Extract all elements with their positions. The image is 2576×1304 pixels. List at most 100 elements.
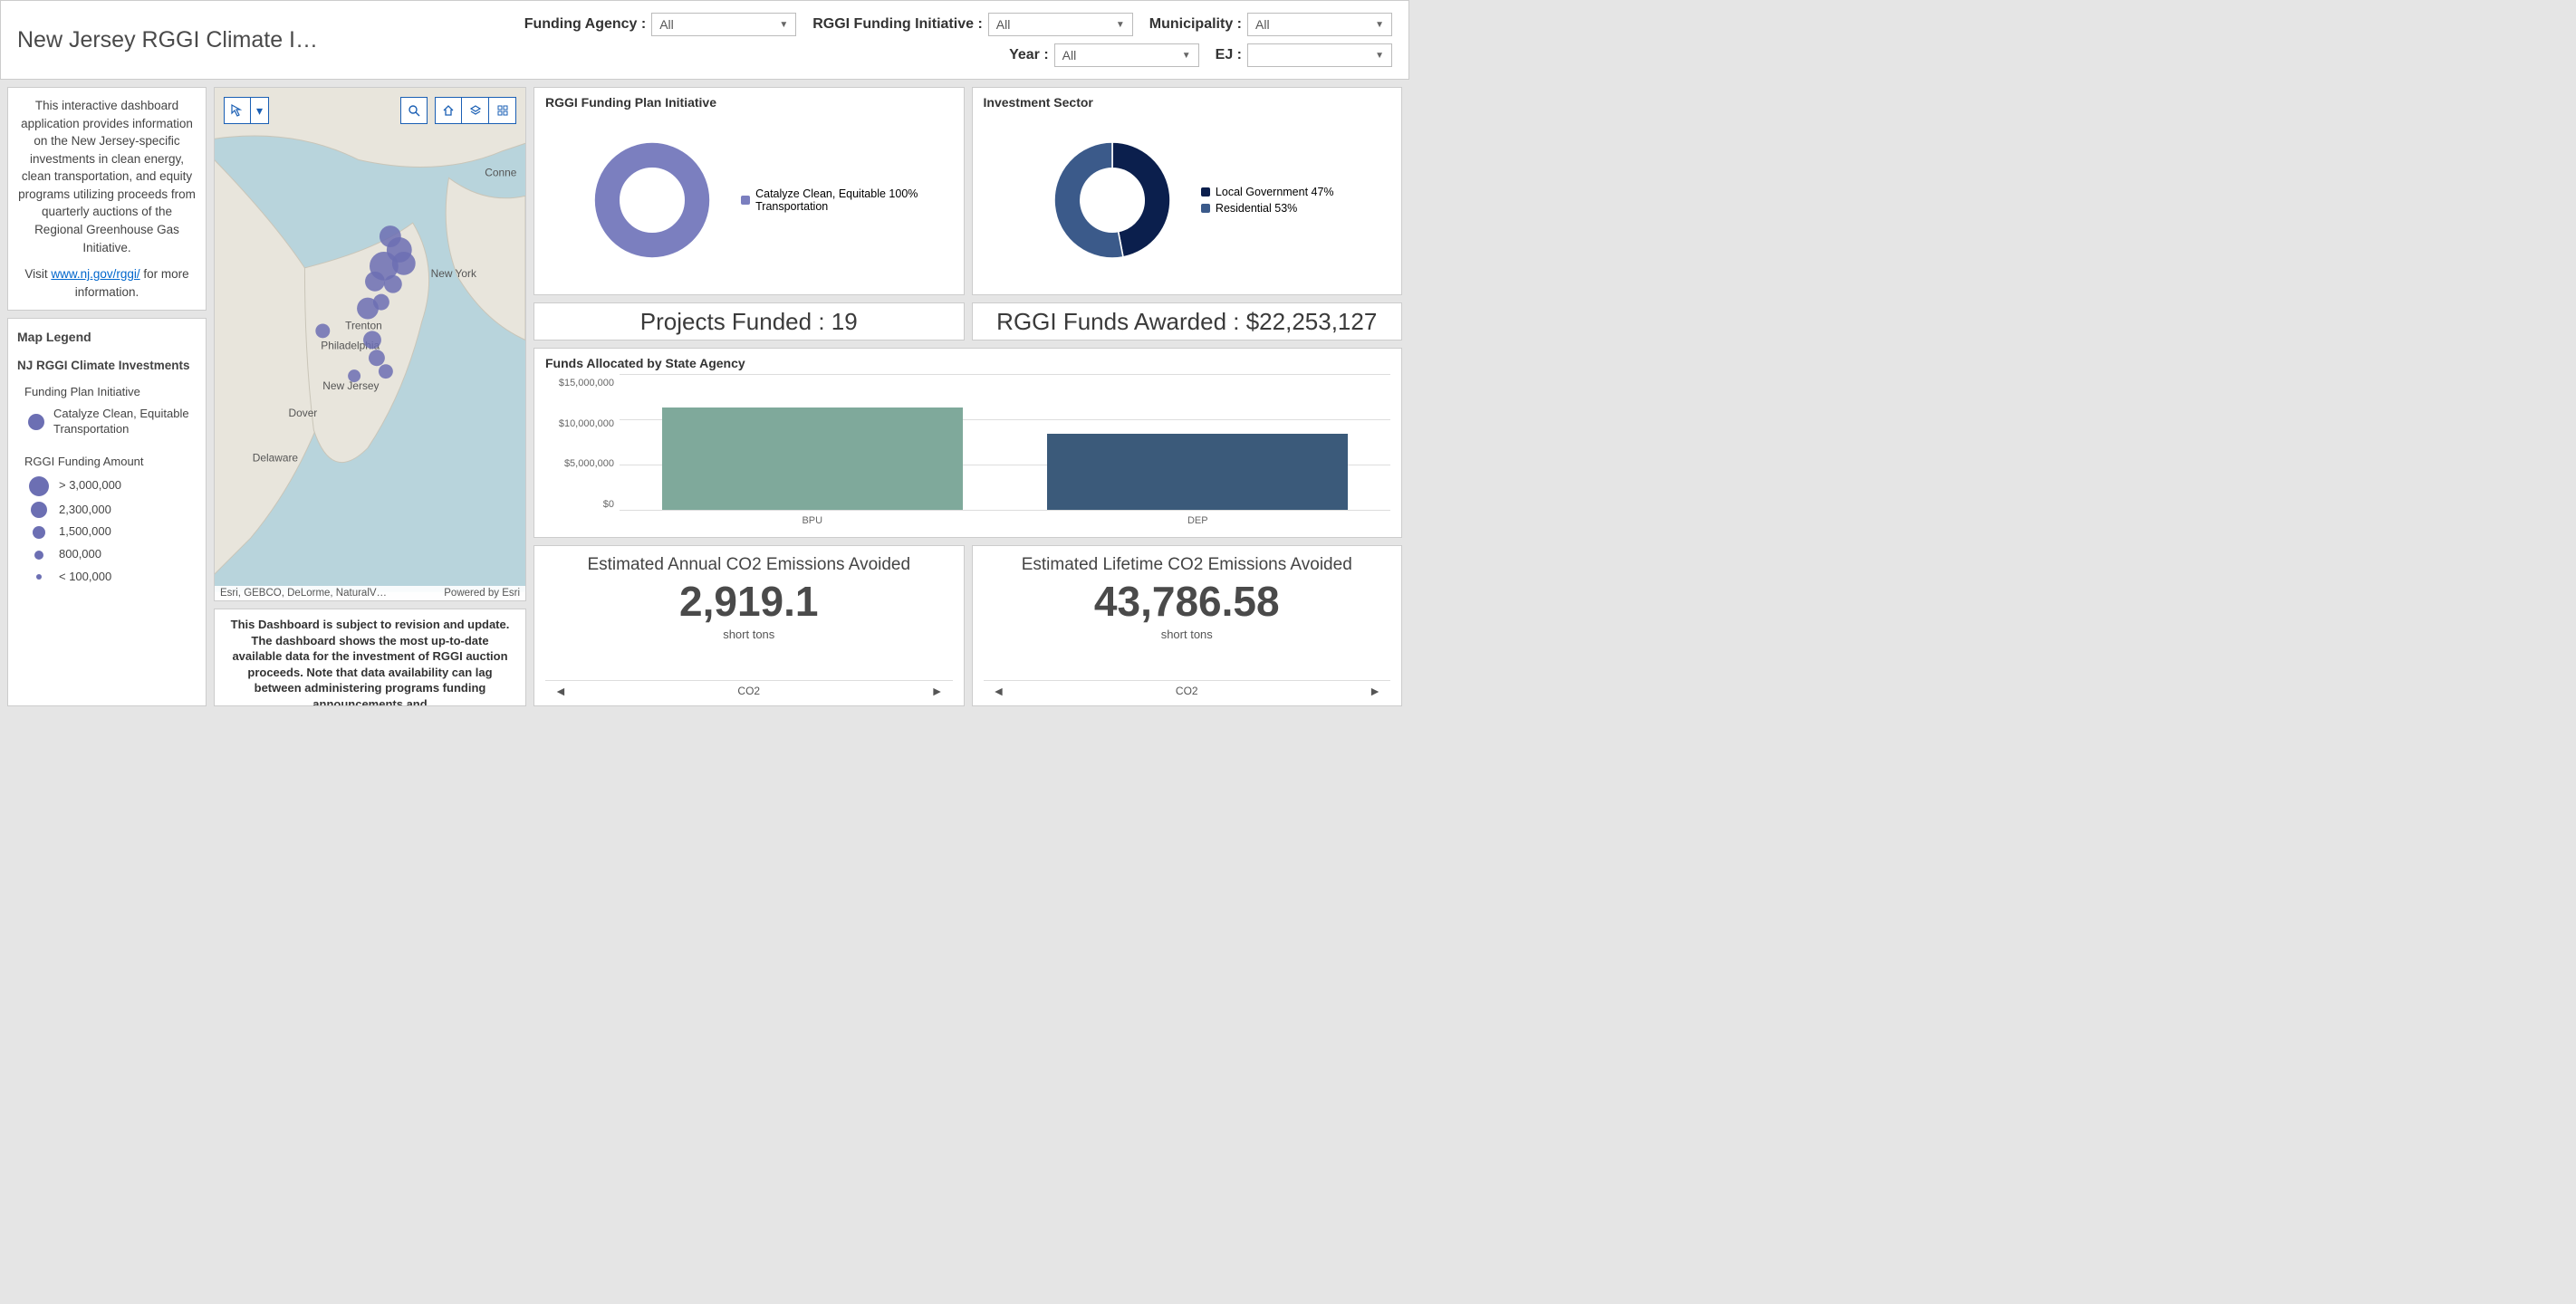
map-data-point[interactable]	[363, 331, 381, 349]
filter-label-year: Year :	[1009, 47, 1049, 63]
map-data-point[interactable]	[315, 323, 330, 338]
map-city-label: New York	[431, 267, 476, 280]
filter-select-rggi-initiative[interactable]: All▼	[988, 13, 1133, 36]
donut1-chart	[580, 128, 725, 273]
legend-amount-label: 2,300,000	[59, 502, 111, 519]
legend-color-icon	[741, 196, 750, 205]
yaxis-tick: $15,000,000	[545, 378, 614, 388]
legend-amount-label: 800,000	[59, 546, 101, 563]
metric1-prev-button[interactable]: ◄	[549, 684, 572, 698]
map-canvas[interactable]: New YorkPhiladelphiaTrentonDoverDelaware…	[215, 88, 525, 592]
info-text: This interactive dashboard application p…	[17, 97, 197, 256]
legend-amount-item: 800,000	[28, 546, 197, 563]
legend-panel: Map Legend NJ RGGI Climate Investments F…	[7, 318, 207, 706]
map-data-point[interactable]	[348, 369, 360, 382]
metric2-value: 43,786.58	[984, 580, 1391, 622]
donut-legend-label: Local Government 47%	[1216, 186, 1334, 198]
donut-legend-label: Residential 53%	[1216, 202, 1297, 215]
map-data-point[interactable]	[369, 350, 385, 366]
filter-municipality: Municipality :All▼	[1149, 13, 1392, 36]
legend-size-dot-icon	[29, 476, 49, 496]
filter-select-municipality[interactable]: All▼	[1247, 13, 1392, 36]
metric2-next-button[interactable]: ►	[1363, 684, 1387, 698]
chevron-down-icon: ▼	[1375, 51, 1384, 61]
map-data-point[interactable]	[392, 252, 416, 275]
layers-button[interactable]	[462, 97, 489, 124]
legend-plan-item: Catalyze Clean, Equitable Transportation	[28, 407, 197, 437]
legend-amount-label: < 100,000	[59, 569, 111, 586]
map-data-point[interactable]	[365, 272, 385, 292]
select-dropdown-button[interactable]: ▾	[251, 97, 269, 124]
filter-select-year[interactable]: All▼	[1054, 43, 1199, 67]
map-city-label: Trenton	[345, 319, 382, 331]
legend-color-icon	[1201, 187, 1210, 197]
donut1-legend: Catalyze Clean, Equitable 100%Transporta…	[741, 184, 918, 216]
bar[interactable]	[1047, 434, 1348, 510]
map-city-label: New Jersey	[322, 379, 379, 392]
metric2-title: Estimated Lifetime CO2 Emissions Avoided	[984, 555, 1391, 575]
stat-projects-funded: Projects Funded : 19	[533, 302, 965, 340]
metric-lifetime-co2: Estimated Lifetime CO2 Emissions Avoided…	[972, 545, 1403, 706]
legend-size-dot-icon	[33, 526, 45, 539]
metric-annual-co2: Estimated Annual CO2 Emissions Avoided 2…	[533, 545, 965, 706]
filter-label-rggi-initiative: RGGI Funding Initiative :	[812, 16, 983, 33]
map-city-label: Delaware	[253, 452, 299, 465]
legend-amount-label: RGGI Funding Amount	[24, 454, 197, 471]
map-data-point[interactable]	[384, 275, 402, 293]
metric1-unit: short tons	[545, 628, 953, 641]
map-data-point[interactable]	[379, 364, 393, 379]
filter-row: Funding Agency :All▼RGGI Funding Initiat…	[416, 13, 1392, 67]
map-attrib-left: Esri, GEBCO, DeLorme, NaturalV…	[220, 588, 387, 599]
select-tool-button[interactable]	[224, 97, 251, 124]
disclaimer-panel: This Dashboard is subject to revision an…	[214, 609, 526, 706]
filter-funding-agency: Funding Agency :All▼	[524, 13, 797, 36]
filter-label-ej: EJ :	[1216, 47, 1242, 63]
chevron-down-icon: ▼	[1116, 20, 1125, 30]
donut1-title: RGGI Funding Plan Initiative	[545, 95, 953, 110]
bar-column: BPU	[620, 374, 1005, 510]
map-panel[interactable]: ▾ New YorkPhiladelphiaTrentonDoverDelawa…	[214, 87, 526, 601]
chevron-down-icon: ▼	[779, 20, 788, 30]
map-attribution: Esri, GEBCO, DeLorme, NaturalV… Powered …	[215, 586, 525, 600]
donut-funding-initiative: RGGI Funding Plan Initiative Catalyze Cl…	[533, 87, 965, 295]
filter-label-funding-agency: Funding Agency :	[524, 16, 647, 33]
legend-plan-label: Funding Plan Initiative	[24, 384, 197, 401]
metric1-nav: ◄ CO2 ►	[545, 680, 953, 698]
donut-slice[interactable]	[594, 142, 710, 258]
legend-size-dot-icon	[31, 502, 47, 518]
donut2-chart	[1040, 128, 1185, 273]
legend-color-icon	[1201, 204, 1210, 213]
legend-amount-label: 1,500,000	[59, 523, 111, 541]
metric2-nav-label: CO2	[1176, 685, 1198, 697]
legend-size-dot-icon	[34, 551, 43, 560]
map-city-label: Conne	[485, 166, 516, 178]
metric2-nav: ◄ CO2 ►	[984, 680, 1391, 698]
basemap-button[interactable]	[489, 97, 516, 124]
barchart-title: Funds Allocated by State Agency	[545, 356, 1390, 370]
search-button[interactable]	[400, 97, 428, 124]
barchart-funds-by-agency: Funds Allocated by State Agency $15,000,…	[533, 348, 1402, 538]
home-button[interactable]	[435, 97, 462, 124]
yaxis-tick: $10,000,000	[545, 418, 614, 429]
filter-year: Year : All▼	[1009, 43, 1199, 67]
legend-amount-item: < 100,000	[28, 569, 197, 586]
filter-select-funding-agency[interactable]: All▼	[651, 13, 796, 36]
metric2-prev-button[interactable]: ◄	[987, 684, 1011, 698]
legend-dot-icon	[28, 414, 44, 430]
donut-legend-label: Catalyze Clean, Equitable 100%Transporta…	[755, 187, 918, 213]
legend-title: Map Legend	[17, 328, 197, 346]
bar[interactable]	[662, 408, 963, 510]
donut-slice[interactable]	[1054, 142, 1123, 258]
bar-label: DEP	[1187, 515, 1208, 526]
filter-select-ej[interactable]: ▼	[1247, 43, 1392, 67]
header-bar: New Jersey RGGI Climate I… Funding Agenc…	[0, 0, 1409, 80]
barchart-area: BPU DEP	[620, 374, 1390, 528]
info-link[interactable]: www.nj.gov/rggi/	[51, 267, 139, 281]
filter-rggi-initiative: RGGI Funding Initiative : All▼	[812, 13, 1133, 36]
donut-slice[interactable]	[1112, 142, 1170, 257]
map-data-point[interactable]	[357, 298, 379, 320]
donut-legend-item: Residential 53%	[1201, 202, 1334, 215]
metric1-nav-label: CO2	[737, 685, 760, 697]
metric1-next-button[interactable]: ►	[926, 684, 949, 698]
bar-label: BPU	[802, 515, 822, 526]
